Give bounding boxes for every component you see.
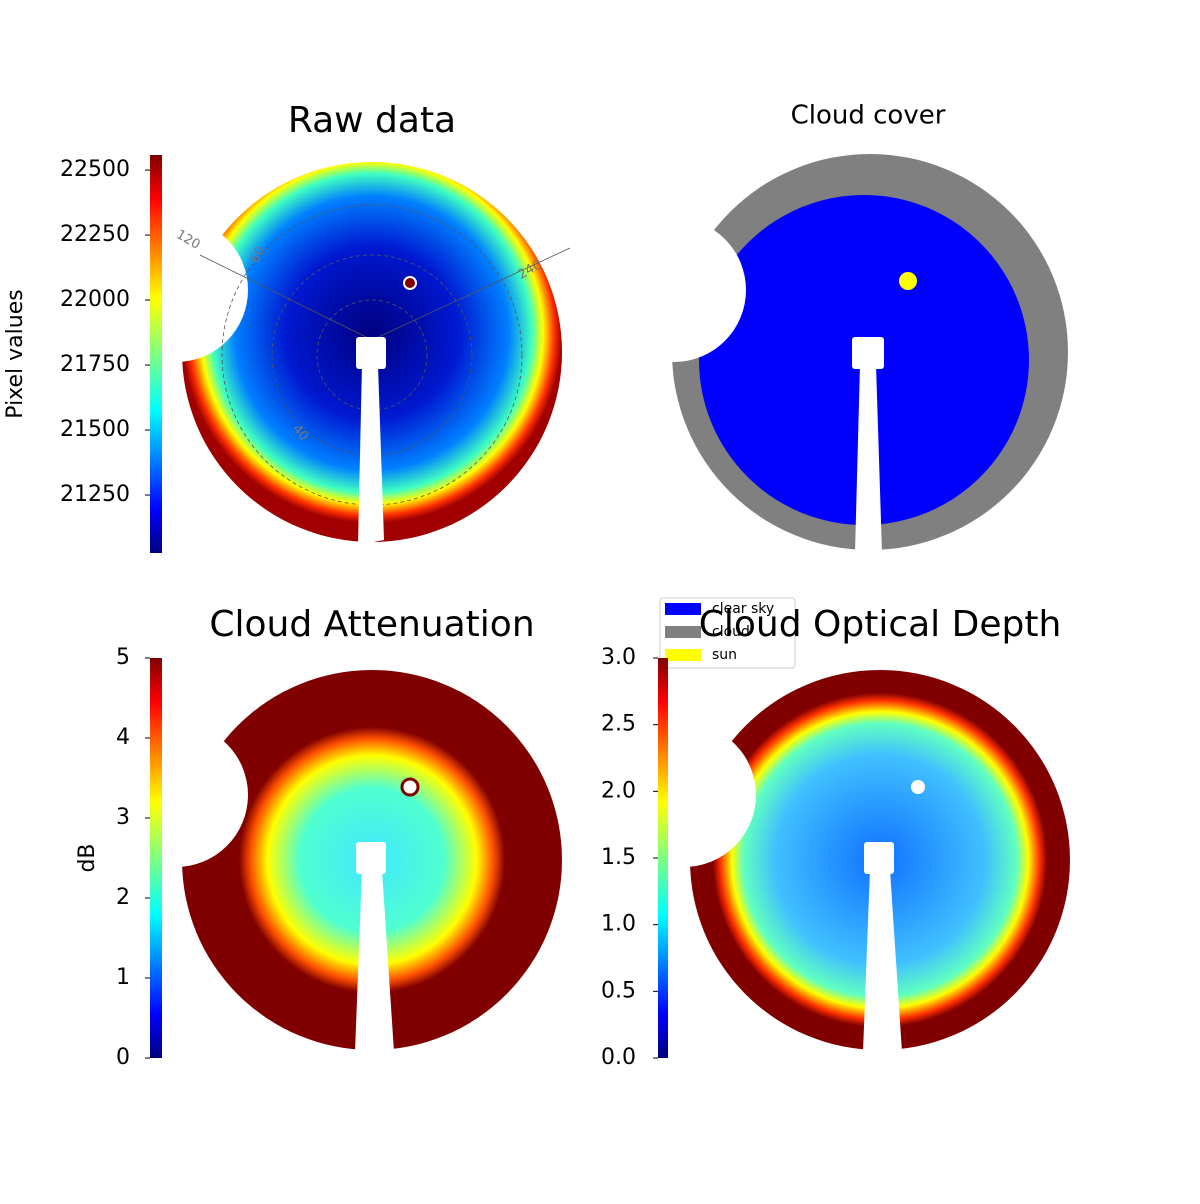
colorbar-tick-label: 3.0 xyxy=(601,645,636,670)
colorbar-tick-label: 0.5 xyxy=(601,978,636,1003)
colorbar-tick-label: 3 xyxy=(116,805,130,830)
optical-depth-image xyxy=(612,670,1070,1052)
colorbar-tick-label: 5 xyxy=(116,645,130,670)
colorbar-tick-label: 22000 xyxy=(60,287,130,312)
colorbar-tick-label: 2 xyxy=(116,885,130,910)
cloud-cover-image xyxy=(602,154,1068,553)
polar-label: 60 xyxy=(247,244,268,266)
colorbar-label: dB xyxy=(75,843,100,872)
panel-title: Cloud Attenuation xyxy=(209,604,534,645)
colorbar-tick-label: 1 xyxy=(116,965,130,990)
colorbar-tick-label: 0 xyxy=(116,1045,130,1070)
panel-title: Cloud cover xyxy=(791,101,946,131)
legend-swatch xyxy=(665,649,701,661)
colorbar-tick-label: 1.0 xyxy=(601,912,636,937)
colorbar-tick-label: 2.0 xyxy=(601,778,636,803)
attenuation-image xyxy=(104,670,562,1052)
colorbar-tick-label: 21250 xyxy=(60,482,130,507)
legend-swatch xyxy=(665,626,701,638)
legend-label: cloud xyxy=(712,624,750,640)
colorbar-tick-label: 22500 xyxy=(60,157,130,182)
colorbar-tick-label: 1.5 xyxy=(601,845,636,870)
colorbar-tick-label: 0.0 xyxy=(601,1045,636,1070)
colorbar-tick-label: 21750 xyxy=(60,352,130,377)
colorbar-label: Pixel values xyxy=(3,289,28,418)
colorbar-tick-label: 4 xyxy=(116,725,130,750)
panel-title: Cloud Optical Depth xyxy=(699,604,1062,645)
legend-label: clear sky xyxy=(712,601,774,617)
raw-image xyxy=(104,162,571,545)
legend-swatch xyxy=(665,603,701,615)
colorbar xyxy=(658,658,668,1058)
legend-label: sun xyxy=(712,647,737,663)
colorbar xyxy=(150,658,162,1058)
colorbar xyxy=(150,155,162,553)
panel-title: Raw data xyxy=(288,100,456,141)
colorbar-tick-label: 22250 xyxy=(60,222,130,247)
colorbar-tick-label: 2.5 xyxy=(601,712,636,737)
colorbar-tick-label: 21500 xyxy=(60,417,130,442)
